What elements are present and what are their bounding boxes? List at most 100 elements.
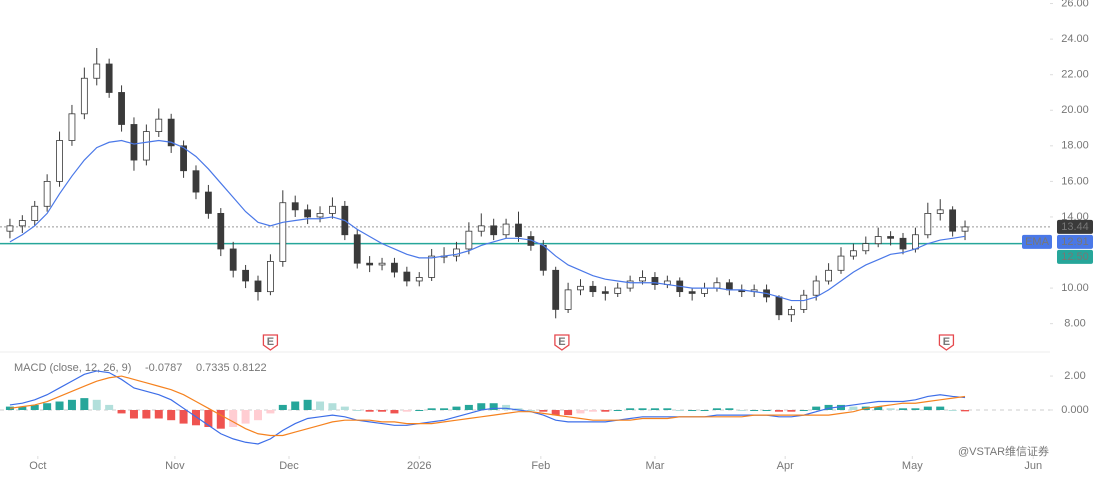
histogram-bar bbox=[427, 408, 436, 411]
histogram-bar bbox=[167, 410, 176, 421]
histogram-bar bbox=[179, 410, 188, 424]
candle-body bbox=[18, 220, 26, 227]
histogram-bar bbox=[551, 410, 560, 416]
candle-body bbox=[267, 261, 274, 293]
histogram-bar bbox=[489, 403, 498, 411]
histogram-bar bbox=[588, 410, 597, 412]
signal-line bbox=[9, 375, 966, 437]
candle-body bbox=[862, 243, 870, 252]
candle-body bbox=[403, 271, 411, 282]
candle-body bbox=[93, 63, 101, 79]
y-tick-label: 14.00 bbox=[1061, 211, 1089, 223]
candle-body bbox=[502, 223, 510, 236]
histogram-bar bbox=[613, 410, 622, 412]
candle-body bbox=[56, 140, 63, 182]
histogram-bar bbox=[849, 406, 858, 411]
candle-body bbox=[614, 287, 622, 294]
histogram-bar bbox=[514, 408, 523, 411]
histogram-bar bbox=[638, 408, 647, 411]
histogram-bar bbox=[688, 410, 697, 412]
histogram-bar bbox=[948, 410, 957, 412]
reference-label-box bbox=[1057, 249, 1093, 264]
candle-body bbox=[229, 248, 237, 271]
histogram-bar bbox=[204, 410, 213, 427]
histogram-bar bbox=[415, 410, 424, 412]
candle-body bbox=[626, 280, 634, 289]
histogram-bar bbox=[526, 410, 535, 412]
ema-legend-box bbox=[1022, 234, 1052, 249]
y-tick-label: 26.00 bbox=[1061, 0, 1089, 9]
candle-body bbox=[601, 291, 609, 294]
histogram-bar bbox=[316, 401, 325, 411]
ema-value-label: 12.91 bbox=[1061, 236, 1089, 248]
y-tick-label: 0.000 bbox=[1061, 404, 1089, 416]
candle-body bbox=[291, 202, 299, 211]
y-tick-label: 20.00 bbox=[1061, 104, 1089, 116]
histogram-bar bbox=[601, 410, 610, 412]
candle-body bbox=[899, 237, 907, 250]
histogram-bar bbox=[30, 404, 39, 411]
histogram-bar bbox=[365, 410, 374, 412]
histogram-bar bbox=[886, 408, 895, 411]
candle-body bbox=[577, 285, 584, 291]
histogram-bar bbox=[787, 410, 796, 412]
candle-body bbox=[254, 280, 262, 293]
histogram-bar bbox=[105, 404, 114, 411]
y-tick-label: 2.00 bbox=[1064, 370, 1085, 382]
candle-body bbox=[887, 236, 895, 239]
histogram-bar bbox=[340, 406, 349, 411]
histogram-bar bbox=[67, 399, 76, 411]
histogram-bar bbox=[824, 404, 833, 411]
histogram-bar bbox=[353, 410, 362, 412]
candle-body bbox=[329, 205, 336, 214]
ema-legend: EMA bbox=[1025, 236, 1050, 248]
candle-body bbox=[242, 269, 249, 282]
histogram-bar bbox=[750, 410, 759, 412]
histogram-bar bbox=[254, 410, 263, 421]
histogram-bar bbox=[55, 401, 64, 411]
x-tick-label: Mar bbox=[645, 460, 664, 472]
candle-body bbox=[825, 269, 832, 282]
earnings-label: E bbox=[558, 336, 565, 348]
x-tick-label: Oct bbox=[29, 460, 46, 472]
earnings-marker bbox=[938, 334, 955, 351]
candle-body bbox=[564, 289, 572, 310]
candle-body bbox=[366, 262, 374, 266]
y-tick-label: 16.00 bbox=[1061, 175, 1089, 187]
candle-body bbox=[142, 131, 150, 161]
x-tick-label: 2026 bbox=[407, 460, 431, 472]
histogram-bar bbox=[626, 408, 635, 411]
histogram-bar bbox=[464, 404, 473, 411]
histogram-bar bbox=[564, 410, 573, 416]
macd-line bbox=[9, 370, 966, 445]
macd-legend-value: 0.7335 bbox=[196, 362, 230, 374]
histogram-bar bbox=[328, 403, 337, 411]
histogram-bar bbox=[452, 406, 461, 411]
candle-body bbox=[180, 145, 187, 172]
candle-body bbox=[787, 309, 795, 316]
candle-body bbox=[688, 291, 696, 294]
candle-body bbox=[155, 118, 163, 132]
x-tick-label: Jun bbox=[1024, 460, 1042, 472]
histogram-bar bbox=[539, 410, 548, 412]
histogram-bar bbox=[142, 410, 151, 419]
candle-body bbox=[453, 248, 460, 257]
candle-body bbox=[465, 230, 473, 250]
histogram-bar bbox=[874, 406, 883, 411]
histogram-bar bbox=[700, 410, 709, 412]
candle-body bbox=[874, 236, 882, 245]
candle-body bbox=[353, 234, 361, 264]
histogram-bar bbox=[92, 399, 101, 411]
histogram-bar bbox=[477, 403, 486, 411]
histogram-bar bbox=[266, 410, 275, 414]
candle-body bbox=[477, 225, 485, 232]
y-tick-label: 22.00 bbox=[1061, 69, 1089, 81]
last-price-label-box bbox=[1057, 219, 1093, 234]
histogram-bar bbox=[762, 410, 771, 412]
candle-body bbox=[552, 269, 560, 310]
candle-body bbox=[105, 63, 113, 93]
histogram-bar bbox=[216, 410, 225, 429]
histogram-bar bbox=[923, 406, 932, 411]
histogram-bar bbox=[154, 410, 163, 419]
candle-body bbox=[812, 280, 820, 296]
